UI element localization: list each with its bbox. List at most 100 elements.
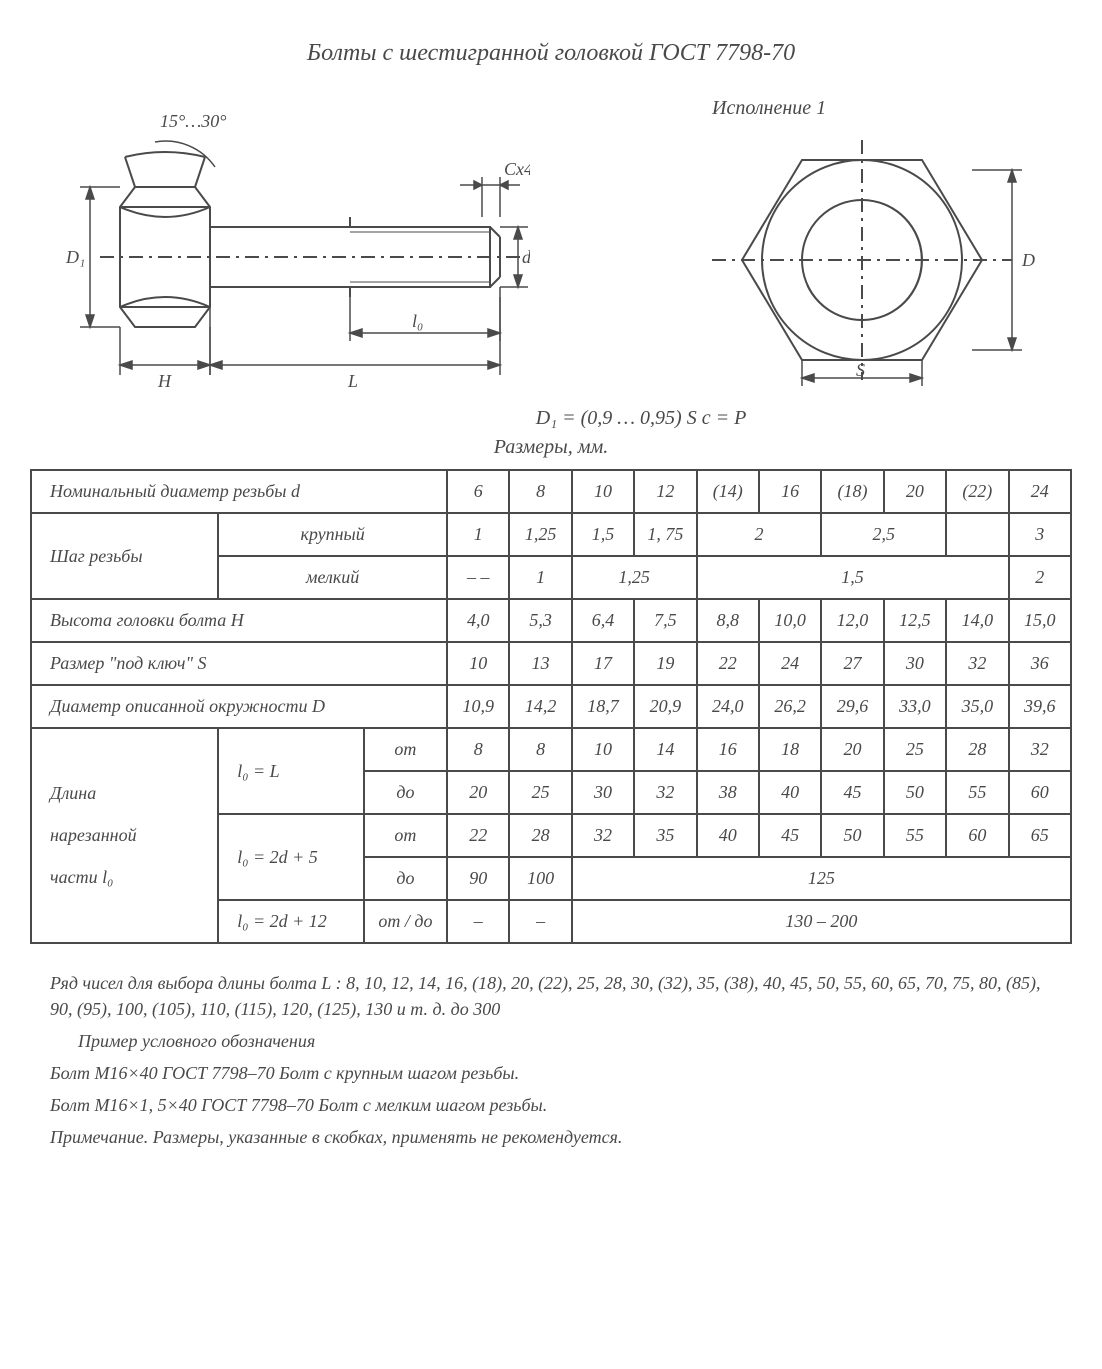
cell: 40 xyxy=(697,814,759,857)
cell: 125 xyxy=(572,857,1071,900)
cell: 18,7 xyxy=(572,685,634,728)
cell: 20,9 xyxy=(634,685,696,728)
cell: 13 xyxy=(509,642,571,685)
cell: 4,0 xyxy=(447,599,509,642)
cell: 45 xyxy=(759,814,821,857)
dim-S: S xyxy=(856,360,865,380)
cell: 28 xyxy=(509,814,571,857)
cell: 33,0 xyxy=(884,685,946,728)
cell: 16 xyxy=(697,728,759,771)
cell: 20 xyxy=(447,771,509,814)
cell: 28 xyxy=(946,728,1008,771)
cell: 2 xyxy=(1009,556,1071,599)
example-caption: Пример условного обозначения xyxy=(50,1028,1052,1054)
cell: 30 xyxy=(884,642,946,685)
page-title: Болты с шестигранной головкой ГОСТ 7798-… xyxy=(30,40,1072,67)
cell: (22) xyxy=(946,470,1008,513)
execution-label: Исполнение 1 xyxy=(712,97,1042,120)
cell: 32 xyxy=(1009,728,1071,771)
thread-len-label: Длина нарезанной части l₀ xyxy=(31,728,218,943)
cell: 2,5 xyxy=(821,513,946,556)
cell: 6,4 xyxy=(572,599,634,642)
table-row: Размер "под ключ" S 10 13 17 19 22 24 27… xyxy=(31,642,1071,685)
cell: 19 xyxy=(634,642,696,685)
cell: 3 xyxy=(1009,513,1071,556)
table-row: Шаг резьбы крупный 1 1,25 1,5 1, 75 2 2,… xyxy=(31,513,1071,556)
cell: 50 xyxy=(884,771,946,814)
cell: 1,25 xyxy=(509,513,571,556)
cell: 5,3 xyxy=(509,599,571,642)
cell: 1 xyxy=(447,513,509,556)
cell: 130 – 200 xyxy=(572,900,1071,943)
wrench-s-label: Размер "под ключ" S xyxy=(31,642,447,685)
cell: 32 xyxy=(946,642,1008,685)
dimensions-table: Номинальный диаметр резьбы d 6 8 10 12 (… xyxy=(30,469,1072,944)
sizes-caption: Размеры, мм. xyxy=(30,436,1072,459)
cell: 15,0 xyxy=(1009,599,1071,642)
dim-d: d xyxy=(522,247,530,267)
cell: 1,5 xyxy=(572,513,634,556)
cell: 8,8 xyxy=(697,599,759,642)
cell: 36 xyxy=(1009,642,1071,685)
cell: 25 xyxy=(884,728,946,771)
bolt-hex-view: D S xyxy=(682,130,1042,390)
cell: 29,6 xyxy=(821,685,883,728)
bolt-side-view: 15°…30° Cx45° D₁ d H L l₀ xyxy=(60,97,530,397)
table-row: Высота головки болта H 4,0 5,3 6,4 7,5 8… xyxy=(31,599,1071,642)
cell: 26,2 xyxy=(759,685,821,728)
cell: 32 xyxy=(634,771,696,814)
series-text: Ряд чисел для выбора длины болта L : 8, … xyxy=(50,970,1052,1022)
cell: 39,6 xyxy=(1009,685,1071,728)
dim-L: L xyxy=(347,371,358,391)
cell: 55 xyxy=(946,771,1008,814)
cell: (18) xyxy=(821,470,883,513)
table-row: Длина нарезанной части l₀ l₀ = L от 8 8 … xyxy=(31,728,1071,771)
cell: 50 xyxy=(821,814,883,857)
cell: 45 xyxy=(821,771,883,814)
cell: – xyxy=(509,900,571,943)
cell: (14) xyxy=(697,470,759,513)
l0-eq-L: l₀ = L xyxy=(218,728,364,814)
to-label: до xyxy=(364,857,447,900)
cell: 14,0 xyxy=(946,599,1008,642)
cell: 8 xyxy=(447,728,509,771)
cell: 14 xyxy=(634,728,696,771)
cell: 27 xyxy=(821,642,883,685)
pitch-label: Шаг резьбы xyxy=(31,513,218,599)
cell: – xyxy=(447,900,509,943)
l0-2d5: l₀ = 2d + 5 xyxy=(218,814,364,900)
cell: 22 xyxy=(447,814,509,857)
cell: 22 xyxy=(697,642,759,685)
cell: 12,0 xyxy=(821,599,883,642)
note: Примечание. Размеры, указанные в скобках… xyxy=(50,1124,1052,1150)
cell: 90 xyxy=(447,857,509,900)
cell: – – xyxy=(447,556,509,599)
cell xyxy=(946,513,1008,556)
cell: 6 xyxy=(447,470,509,513)
footer: Ряд чисел для выбора длины болта L : 8, … xyxy=(50,970,1052,1151)
dim-D: D xyxy=(1021,250,1035,270)
cell: 30 xyxy=(572,771,634,814)
cell: 1,5 xyxy=(697,556,1009,599)
pitch-coarse-label: крупный xyxy=(218,513,447,556)
cell: 32 xyxy=(572,814,634,857)
circ-d-label: Диаметр описанной окружности D xyxy=(31,685,447,728)
cell: 60 xyxy=(1009,771,1071,814)
cell: 10,0 xyxy=(759,599,821,642)
cell: 25 xyxy=(509,771,571,814)
head-h-label: Высота головки болта H xyxy=(31,599,447,642)
formula: D₁ = (0,9 … 0,95) S c = P xyxy=(210,407,1072,430)
example-2: Болт М16×1, 5×40 ГОСТ 7798–70 Болт с мел… xyxy=(50,1092,1052,1118)
cell: 10 xyxy=(572,470,634,513)
cell: 20 xyxy=(884,470,946,513)
table-row: Номинальный диаметр резьбы d 6 8 10 12 (… xyxy=(31,470,1071,513)
table-row: Диаметр описанной окружности D 10,9 14,2… xyxy=(31,685,1071,728)
header-d: Номинальный диаметр резьбы d xyxy=(31,470,447,513)
cell: 35 xyxy=(634,814,696,857)
cell: 8 xyxy=(509,470,571,513)
cell: 60 xyxy=(946,814,1008,857)
from-label: от xyxy=(364,814,447,857)
cell: 24 xyxy=(759,642,821,685)
cell: 10 xyxy=(447,642,509,685)
dim-l0: l₀ xyxy=(412,311,423,331)
